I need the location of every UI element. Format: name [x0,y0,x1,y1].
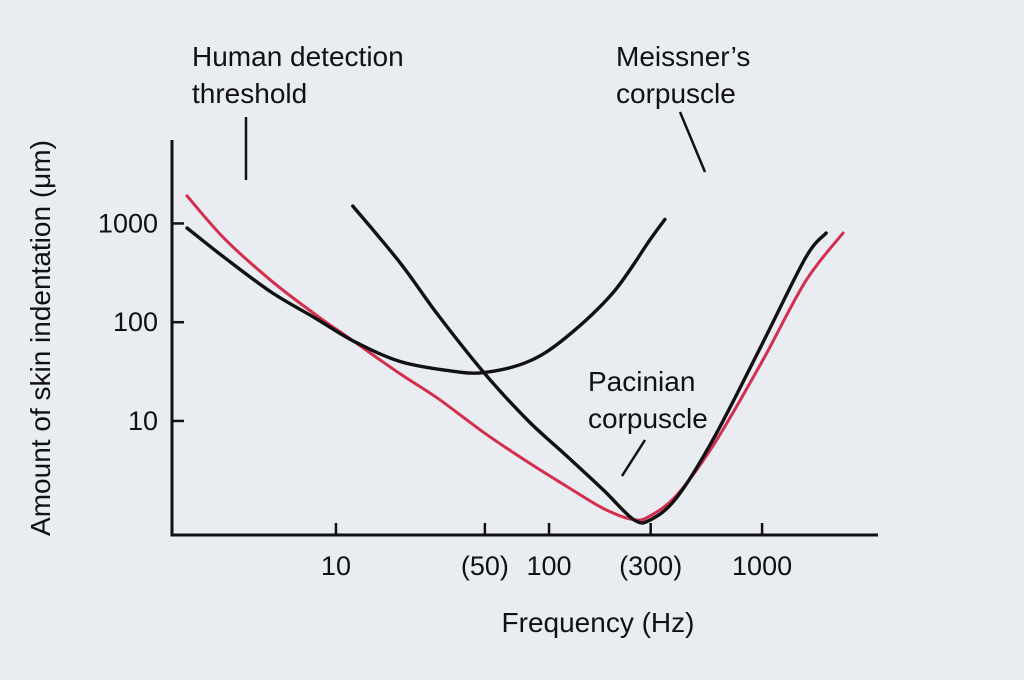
annotation-human-line1: Human detection [192,41,404,72]
annotation-meissner-line1: Meissner’s [616,41,750,72]
y-tick-label: 100 [113,307,158,337]
annotation-meissner-line2: corpuscle [616,78,736,109]
x-axis-title: Frequency (Hz) [502,607,695,638]
x-tick-label: 10 [321,551,351,581]
y-ticks: 10 100 1000 [98,208,184,436]
series-meissner-line [185,217,667,375]
y-tick-label: 10 [128,406,158,436]
x-ticks: 10 (50) 100 (300) 1000 [321,523,792,581]
axes [170,140,878,537]
y-axis-title: Amount of skin indentation (μm) [25,140,56,536]
x-tick-label: (300) [619,551,682,581]
annotation-pacinian: Pacinian corpuscle [588,366,708,477]
annotation-human-threshold: Human detection threshold [192,41,404,180]
annotation-meissner: Meissner’s corpuscle [616,41,750,173]
annotation-pacinian-line1: Pacinian [588,366,695,397]
series-pacinian-line [351,204,828,525]
x-tick-label: 100 [526,551,571,581]
x-tick-label: 1000 [732,551,792,581]
annotation-human-line2: threshold [192,78,307,109]
y-tick-label: 1000 [98,208,158,238]
series-human-threshold-line [185,194,845,522]
annotation-pacinian-line2: corpuscle [588,403,708,434]
annotation-pacinian-leader [620,439,647,477]
series-layer [185,194,845,525]
x-tick-label: (50) [461,551,509,581]
axis-frame [170,140,878,537]
annotation-meissner-leader [678,111,707,173]
